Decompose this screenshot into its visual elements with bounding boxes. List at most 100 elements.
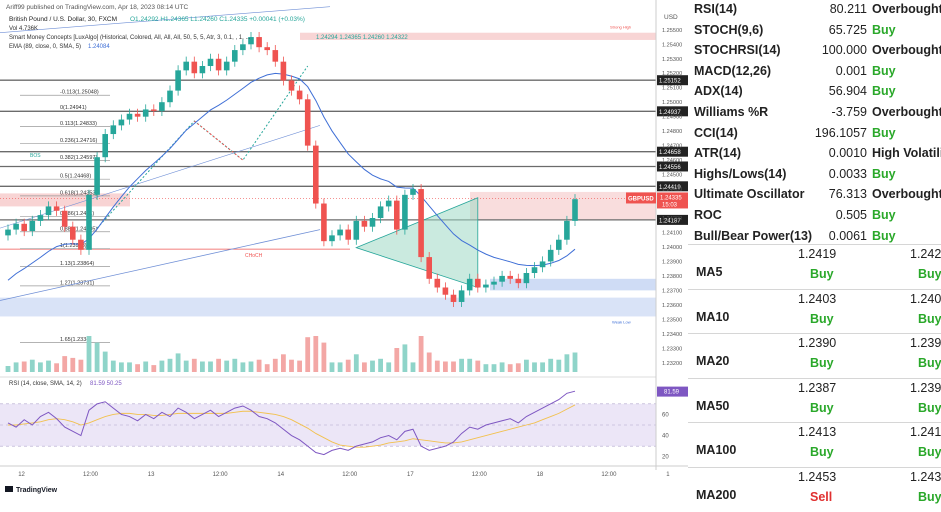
ma-exp-action: Buy — [918, 356, 941, 370]
ma-exp-value: 1.2430 — [910, 470, 941, 484]
smc-values: 1.24294 1.24365 1.24260 1.24322 — [316, 35, 408, 41]
price-tick-label: 1.23300 — [662, 346, 682, 352]
weak-low-label: Weak Low — [612, 320, 631, 325]
volume-bar — [257, 360, 262, 372]
volume-bar — [265, 364, 270, 372]
candle-body — [192, 62, 198, 74]
volume-bar — [338, 362, 343, 372]
ma-name: MA5 — [696, 265, 722, 279]
volume-bar — [565, 354, 570, 372]
volume-bar — [168, 359, 173, 372]
indicator-name: RSI(14) — [694, 2, 737, 16]
rsi-value-tag-text: 81.59 — [664, 390, 680, 396]
countdown-label: 15:03 — [662, 202, 678, 208]
ema-label: EMA (89, close, 0, SMA, 5) — [9, 44, 81, 50]
volume-bar — [241, 362, 246, 372]
volume-bar — [556, 360, 561, 372]
indicator-action: Buy — [872, 208, 896, 222]
indicator-value: 0.0010 — [829, 146, 867, 160]
key-level-label: 1.24658 — [659, 150, 681, 156]
candle-body — [264, 47, 270, 50]
volume-bar — [70, 358, 75, 372]
candle-body — [305, 99, 311, 145]
volume-bar — [273, 359, 278, 372]
volume-bar — [346, 360, 351, 372]
indicator-action: Overbought — [872, 105, 941, 119]
volume-bar — [111, 361, 116, 372]
indicator-name: ROC — [694, 208, 722, 222]
volume-bar — [516, 363, 521, 372]
indicator-name: Williams %R — [694, 105, 768, 119]
volume-bar — [419, 336, 424, 372]
candle-body — [232, 50, 238, 62]
time-tick-label: 14 — [277, 472, 284, 478]
ma-simple-action: Buy — [810, 401, 834, 415]
candle-body — [167, 91, 173, 103]
candle-body — [297, 91, 303, 100]
candle-body — [321, 204, 327, 242]
ma-exp-action: Buy — [918, 401, 941, 415]
indicator-value: 0.0061 — [829, 229, 867, 243]
symbol-tag: GBPUSD — [628, 196, 654, 202]
price-tick-label: 1.23900 — [662, 259, 682, 265]
volume-bar — [127, 362, 132, 372]
candle-body — [354, 221, 360, 240]
price-tick-label: 1.25300 — [662, 57, 682, 63]
volume-bar — [475, 361, 480, 372]
candle-body — [329, 235, 335, 241]
candle-body — [540, 261, 546, 267]
candle-body — [362, 221, 368, 227]
price-tick-label: 1.25000 — [662, 100, 682, 106]
price-tick-label: 1.24200 — [662, 216, 682, 222]
indicator-value: 0.001 — [836, 64, 867, 78]
volume-bar — [394, 348, 399, 372]
rsi-tick-label: 60 — [662, 412, 669, 418]
candle-body — [410, 189, 416, 195]
ma-name: MA200 — [696, 488, 736, 502]
candle-body — [102, 134, 108, 157]
volume-bar — [484, 364, 489, 372]
volume-bar — [54, 363, 59, 372]
bos-label: BOS — [30, 153, 41, 159]
candle-body — [499, 276, 505, 282]
ma-name: MA10 — [696, 310, 729, 324]
volume-bar — [200, 362, 205, 373]
indicator-value: 0.0033 — [829, 167, 867, 181]
indicator-action: Buy — [872, 64, 896, 78]
volume-bar — [216, 359, 221, 372]
candle-body — [183, 62, 189, 71]
indicator-name: STOCHRSI(14) — [694, 43, 781, 57]
candle-body — [556, 240, 562, 250]
weak-low-zone — [490, 279, 656, 291]
volume-bar — [208, 362, 213, 373]
time-tick-label: 12:00 — [83, 472, 99, 478]
fib-label: 1.13(1.23864) — [60, 261, 94, 267]
published-caption: Ariff99 published on TradingView.com, Ap… — [6, 4, 189, 11]
volume-bar — [297, 361, 302, 372]
fib-label: 0.886(1.24105) — [60, 226, 97, 232]
volume-bar — [224, 361, 229, 372]
fib-label: 0.382(1.24597) — [60, 155, 97, 161]
candle-body — [337, 230, 343, 236]
volume-bar — [103, 352, 108, 372]
indicator-action: Buy — [872, 229, 896, 243]
volume-bar — [540, 362, 545, 372]
volume-bar — [305, 337, 310, 372]
candle-body — [111, 125, 117, 134]
time-tick-label: 12:00 — [472, 472, 488, 478]
indicator-action: High Volatility — [872, 146, 941, 160]
price-tick-label: 1.23400 — [662, 332, 682, 338]
strong-high-label: Strong High — [610, 24, 631, 29]
price-chart[interactable]: 1.251521.249371.246581.245561.244191.241… — [0, 0, 688, 501]
fib-label: 0.236(1.24716) — [60, 138, 97, 144]
candle-body — [507, 276, 513, 279]
candle-body — [273, 50, 279, 62]
time-tick-label: 13 — [148, 472, 155, 478]
price-tick-label: 1.24000 — [662, 245, 682, 251]
